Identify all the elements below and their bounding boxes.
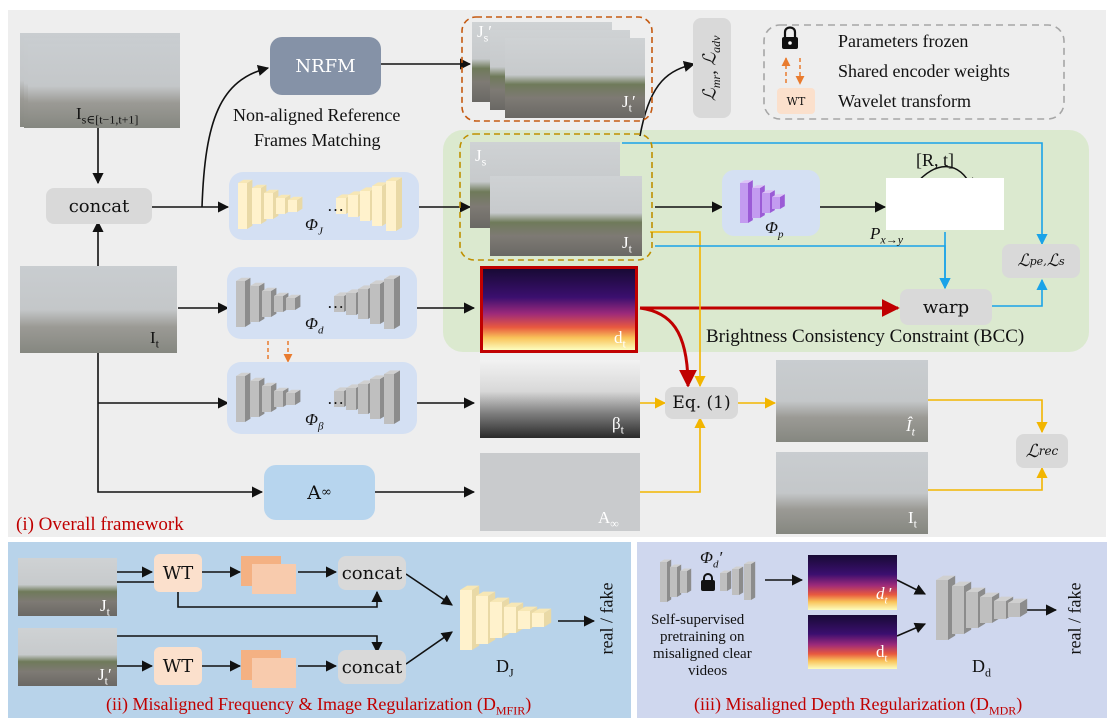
nrfm-node: NRFM: [270, 37, 381, 95]
phi-d-enc-4: [286, 294, 301, 310]
bl-wavelet-stack-top-front: [252, 564, 296, 594]
phi-d-prime-enc-2: [680, 568, 692, 593]
dots-d: …: [327, 293, 344, 312]
mdr-caption: (iii) Misaligned Depth Regularization (D…: [694, 694, 1023, 718]
bl-image-jt-prime: [18, 628, 117, 686]
legend-wavelet: Wavelet transform: [838, 91, 971, 111]
phi-d-dec-3: [370, 280, 386, 324]
image-it-2: [776, 452, 928, 534]
br-image-dt-prime: [808, 555, 897, 610]
pose-box: [886, 178, 1004, 230]
mfir-caption: (ii) Misaligned Frequency & Image Regula…: [106, 694, 532, 718]
nrfm-desc-line2: Frames Matching: [254, 130, 381, 150]
phi-beta-enc-0: [236, 372, 251, 422]
bcc-caption: Brightness Consistency Constraint (BCC): [706, 326, 1025, 347]
br-pretrain-4: videos: [688, 663, 728, 679]
dots-beta: …: [327, 389, 344, 408]
js-label: Js: [475, 146, 487, 169]
a-inf-label: A∞: [598, 508, 619, 531]
br-dd-label: Dd: [972, 656, 991, 680]
br-image-dt: [808, 615, 897, 669]
pose-label: [R, t]: [916, 150, 954, 170]
phi-beta-dec-4: [384, 370, 400, 424]
image-seq-label: Is∈[t−1,t+1]: [76, 104, 139, 127]
bl-jt-prime-label: Jt′: [98, 665, 112, 688]
jt-prime-label: Jt′: [622, 92, 636, 115]
phi-beta-enc-4: [286, 389, 301, 405]
phi-d-prime-dec-2: [744, 561, 756, 600]
phi-d-prime-enc-0: [660, 559, 672, 602]
legend-shared: Shared encoder weights: [838, 61, 1010, 81]
image-jt: [490, 176, 642, 256]
proj-label: Px→y: [870, 224, 904, 247]
image-it-label: It: [150, 328, 160, 351]
phi-beta-dec-3: [370, 375, 386, 419]
js-prime-label: Js′: [477, 22, 493, 45]
image-a-inf: [480, 453, 640, 531]
beta-label: βt: [612, 414, 624, 437]
a-inf-node: A ∞: [264, 465, 375, 520]
bl-wavelet-stack-bottom-front: [252, 658, 296, 688]
br-phi-d-prime: Φd′: [700, 548, 723, 571]
br-dt-label: dt: [876, 642, 888, 665]
phi-j-enc-0: [238, 179, 253, 229]
bl-concat-top: concat: [338, 556, 406, 590]
bl-concat-bottom: concat: [338, 650, 406, 684]
br-lock-icon: [701, 580, 715, 591]
legend-wt-badge: WT: [777, 88, 815, 114]
dj-5: [532, 608, 552, 627]
phi-d-prime-dec-0: [720, 570, 732, 591]
main-caption: (i) Overall framework: [16, 514, 184, 535]
image-beta: [480, 360, 640, 438]
phi-j-dec-3: [372, 182, 388, 226]
bl-wt-top: WT: [154, 554, 202, 592]
br-pretrain-1: Self-supervised: [651, 612, 745, 628]
it2-label: It: [908, 508, 918, 531]
phi-j-enc-4: [288, 196, 303, 212]
loss-mr-adv-node: ℒmr, ℒadv: [693, 18, 731, 118]
phi-p-label: Φp: [765, 218, 784, 241]
nrfm-desc-line1: Non-aligned Reference: [233, 105, 401, 125]
phi-j-dec-4: [386, 177, 402, 231]
image-dt: [480, 266, 638, 353]
br-pretrain-3: misaligned clear: [653, 646, 752, 662]
phi-d-enc-0: [236, 277, 251, 327]
phi-d-dec-4: [384, 275, 400, 329]
warp-node: warp: [900, 289, 992, 325]
phi-p-3: [772, 194, 785, 209]
bl-jt-label: Jt: [100, 596, 110, 619]
dt-label: dt: [614, 328, 626, 351]
image-seq-front: [28, 44, 180, 128]
phi-d-label: Φd: [305, 314, 324, 337]
bl-wt-bottom: WT: [154, 647, 202, 685]
phi-d-prime-enc-1: [670, 564, 682, 597]
br-lock-shackle-icon: [703, 573, 713, 583]
phi-j-label: ΦJ: [305, 215, 323, 238]
legend-frozen: Parameters frozen: [838, 31, 969, 51]
bl-output: real / fake: [596, 582, 617, 655]
image-ihat: [776, 360, 928, 442]
bl-image-jt: [18, 558, 117, 616]
br-output: real / fake: [1064, 582, 1085, 655]
phi-p-0: [740, 180, 753, 223]
br-dt-prime-label: dt′: [876, 584, 892, 607]
phi-d-prime-dec-1: [732, 566, 744, 595]
dd-5: [1008, 598, 1028, 617]
eq1-node: Eq. (1): [665, 387, 738, 419]
ihat-label: Ît: [906, 416, 916, 439]
br-pretrain-2: pretraining on: [660, 629, 745, 645]
jt-label: Jt: [622, 233, 632, 256]
bl-dj-label: DJ: [496, 656, 514, 680]
phi-beta-label: Φβ: [305, 410, 324, 433]
image-jt-prime: [505, 38, 645, 118]
dots-j: …: [327, 196, 344, 215]
image-it: [20, 266, 177, 353]
concat-node: concat: [46, 188, 152, 224]
